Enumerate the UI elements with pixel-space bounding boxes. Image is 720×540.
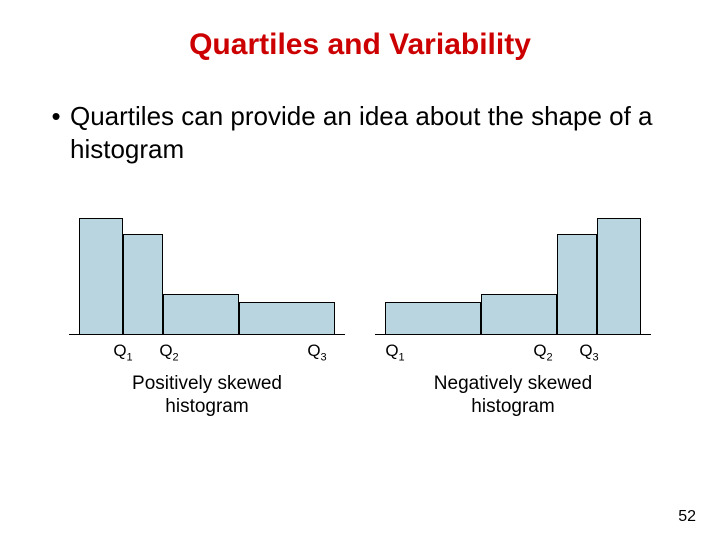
histogram-bar [481,294,557,334]
right-bars [375,215,651,335]
left-histogram: Q1 Q2 Q3 Positively skewed histogram [69,215,345,419]
quartile-label: Q2 [533,341,552,363]
right-histogram: Q1 Q2 Q3 Negatively skewed histogram [375,215,651,419]
left-caption: Positively skewed histogram [69,373,345,419]
left-caption-line2: histogram [165,396,248,417]
histogram-bar [557,234,597,334]
right-quartile-labels: Q1 Q2 Q3 [375,341,651,367]
bullet-text: Quartiles can provide an idea about the … [70,100,678,165]
left-caption-line1: Positively skewed [132,373,282,394]
bullet-marker: • [42,100,70,165]
left-bars [69,215,345,335]
page-number: 52 [678,508,696,526]
slide-title: Quartiles and Variability [0,0,720,62]
quartile-label: Q1 [113,341,132,363]
histogram-bar [597,218,641,334]
quartile-label: Q3 [307,341,326,363]
histogram-bar [123,234,163,334]
right-caption: Negatively skewed histogram [375,373,651,419]
histogram-bar [239,302,335,334]
quartile-label: Q2 [159,341,178,363]
right-caption-line1: Negatively skewed [434,373,592,394]
charts-row: Q1Q2Q3 Positively skewed histogram Q1Q2Q… [0,215,720,419]
quartile-label: Q1 [385,341,404,363]
bullet-item: • Quartiles can provide an idea about th… [42,100,678,165]
right-caption-line2: histogram [471,396,554,417]
left-quartile-labels: Q1 Q2 Q3 [69,341,345,367]
histogram-bar [163,294,239,334]
quartile-label: Q3 [579,341,598,363]
histogram-bar [79,218,123,334]
bullet-list: • Quartiles can provide an idea about th… [0,62,720,165]
histogram-bar [385,302,481,334]
